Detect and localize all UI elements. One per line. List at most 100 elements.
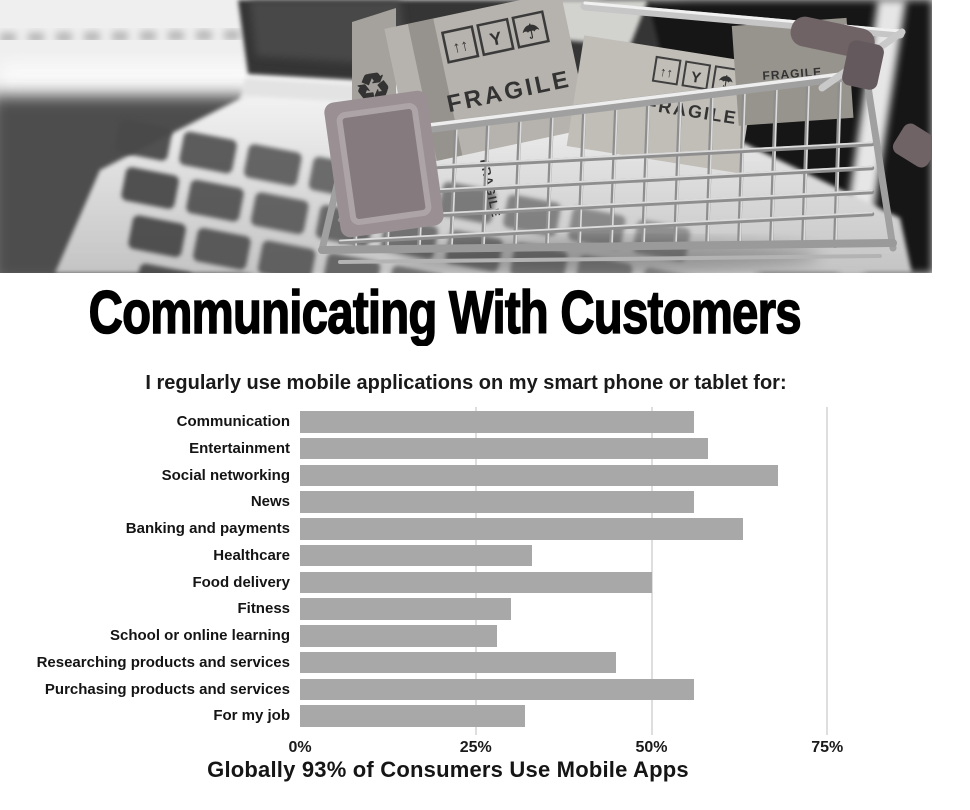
bar [300, 411, 694, 433]
keyboard-key [128, 215, 186, 258]
gridline [474, 407, 477, 735]
title-wrap: Communicating With Customers [0, 279, 890, 346]
x-axis-tick: 0% [288, 739, 312, 756]
x-axis-tick: 50% [635, 739, 668, 756]
page-title: Communicating With Customers [88, 279, 802, 346]
shopping-cart-frame [318, 1, 932, 264]
cart-wire [449, 126, 458, 248]
bar [300, 437, 708, 460]
cart-wire [609, 106, 618, 248]
gridline [826, 407, 829, 735]
category-label: Banking and payments [125, 520, 290, 537]
footer-wrap: Globally 93% of Consumers Use Mobile App… [0, 757, 896, 783]
up-arrows-glyph: ↑↑ [659, 64, 674, 81]
hero-photo-svg: ♻ ↑↑ Y ☂ FRAGILE ↑↑ Y [0, 0, 932, 273]
fragile-glass-icon [681, 60, 712, 91]
bar-row: Purchasing products and services [0, 678, 970, 701]
bar [300, 598, 511, 620]
cart-wire [641, 102, 650, 248]
bar-row: Fitness [0, 598, 970, 620]
bar [300, 678, 694, 700]
cart-right-edge [862, 70, 897, 252]
cart-wire [339, 211, 873, 242]
keyboard-key [251, 192, 309, 235]
cart-wire [579, 112, 586, 247]
cart-wire [545, 114, 554, 248]
cart-rim-highlight [346, 69, 868, 137]
cart-handle-grip-end [842, 40, 884, 90]
category-label: Social networking [161, 466, 290, 484]
keyboard-key [114, 119, 172, 161]
cart-rim [343, 69, 871, 143]
category-label: Researching products and services [36, 653, 290, 671]
cart-wire [611, 108, 618, 247]
keyboard-key [186, 179, 244, 222]
x-axis-tick: 75% [811, 739, 844, 756]
keyboard-key [179, 131, 237, 174]
category-label: For my job [213, 707, 290, 725]
bar [300, 705, 525, 727]
bar [300, 625, 497, 647]
keyboard-key [193, 228, 251, 270]
cart-front-plate [324, 90, 444, 238]
bar-chart: Communication Entertainment Social network… [0, 406, 970, 766]
plate-inner [336, 103, 432, 225]
fragile-glass-icon [476, 17, 515, 57]
bar [300, 571, 652, 593]
cart-wire [577, 110, 586, 248]
cart-wire [643, 104, 650, 247]
bar-row: Social networking [0, 464, 970, 487]
cart-wire [513, 118, 522, 248]
subtitle-wrap: I regularly use mobile applications on m… [0, 372, 932, 395]
bar-row: Healthcare [0, 544, 970, 567]
category-label: School or online learning [109, 627, 290, 644]
this-way-up-icon [440, 25, 480, 64]
cart-wire [451, 127, 458, 247]
category-label: Food delivery [192, 573, 290, 591]
cart-wire [483, 123, 490, 247]
keyboard-key [257, 240, 316, 273]
bar-row: Food delivery [0, 571, 970, 594]
cart-wire [337, 211, 875, 245]
bar-row: Researching products and services [0, 651, 970, 674]
cart-wire [673, 98, 682, 248]
bar-row: News [0, 491, 970, 513]
glass-glyph: Y [690, 69, 703, 87]
glass-glyph: Y [488, 28, 504, 50]
bar-row: For my job [0, 705, 970, 727]
bar-row: Communication [0, 411, 970, 433]
category-label: Entertainment [189, 439, 290, 457]
up-arrows-glyph: ↑↑ [451, 37, 470, 57]
bar [300, 518, 743, 540]
cart-wire [481, 122, 490, 248]
chart-title: I regularly use mobile applications on m… [145, 372, 787, 394]
hero-photo: ♻ ↑↑ Y ☂ FRAGILE ↑↑ Y [0, 0, 932, 273]
bar [300, 544, 532, 567]
cart-wire [835, 80, 842, 247]
keyboard-key [244, 144, 302, 186]
category-label: Fitness [237, 600, 290, 618]
category-label: Purchasing products and services [44, 680, 290, 698]
cart-wire [515, 119, 522, 247]
keep-dry-icon [511, 10, 550, 49]
cart-wire [675, 100, 682, 247]
x-axis-tick: 25% [459, 739, 492, 756]
gridline [650, 407, 653, 735]
bar [300, 464, 779, 486]
cart-bottom-edge [318, 239, 897, 254]
bar-row: School or online learning [0, 625, 970, 647]
bar [300, 651, 617, 674]
cart-wire [833, 79, 842, 248]
umbrella-glyph: ☂ [520, 20, 542, 45]
category-label: Communication [176, 413, 290, 430]
cart-rear-mount [892, 123, 932, 168]
bar [300, 491, 694, 513]
bar-row: Banking and payments [0, 518, 970, 540]
bar-row: Entertainment [0, 437, 970, 460]
cart-wire [547, 115, 554, 247]
category-label: News [250, 493, 290, 511]
category-label: Healthcare [213, 546, 290, 564]
this-way-up-icon [651, 55, 682, 86]
cart-lower-tray [338, 254, 882, 264]
